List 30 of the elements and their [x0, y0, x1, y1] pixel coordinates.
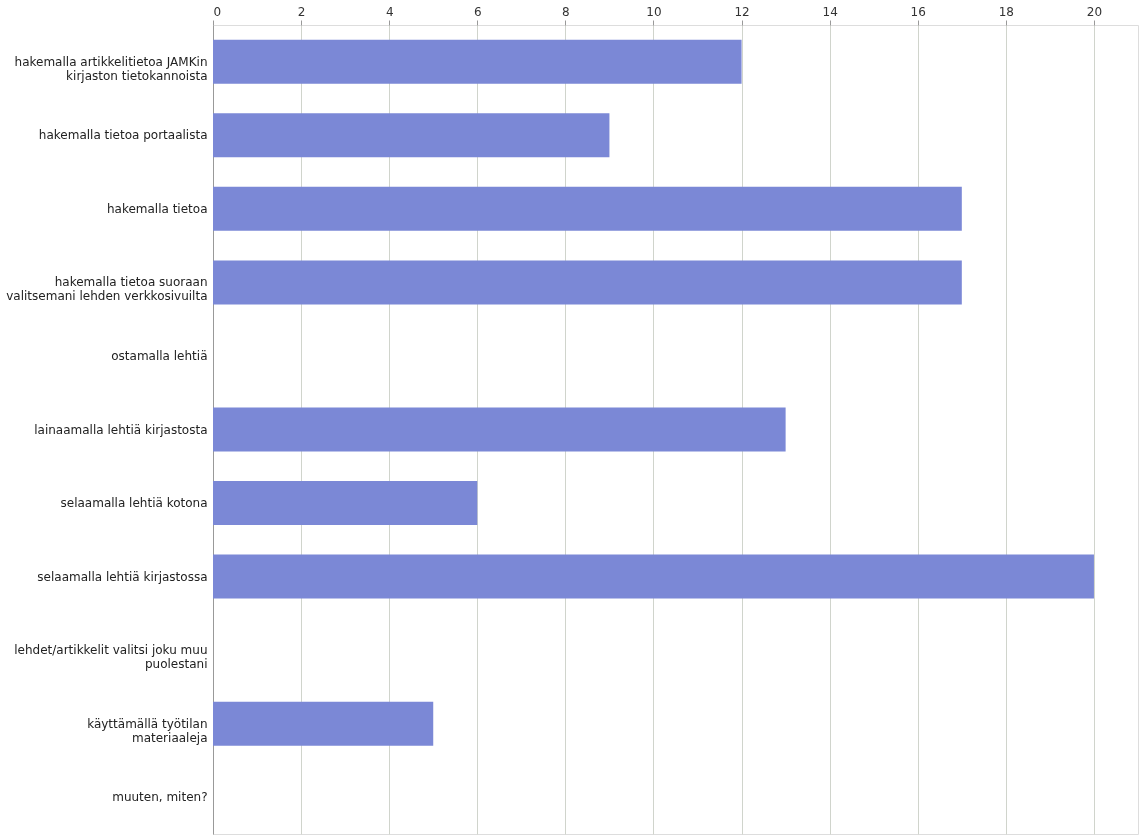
- y-tick-label: hakemalla artikkelitietoa JAMKin kirjaston tietokannoista: [14, 54, 208, 83]
- x-tick-label: 6: [473, 4, 482, 19]
- x-tick-label: 12: [734, 4, 750, 19]
- bar: [213, 554, 1094, 599]
- y-tick-label: muuten, miten?: [112, 790, 208, 805]
- y-tick-label: käyttämällä työtilan materiaaleja: [87, 716, 208, 745]
- y-tick-label: selaamalla lehtiä kirjastossa: [37, 569, 208, 584]
- bar: [213, 701, 434, 746]
- y-tick-label: hakemalla tietoa: [106, 201, 208, 216]
- x-tick-label: 0: [213, 4, 222, 19]
- y-tick-label: selaamalla lehtiä kotona: [60, 496, 208, 511]
- bar: [213, 113, 610, 158]
- y-tick-label: lainaamalla lehtiä kirjastosta: [34, 422, 208, 437]
- x-tick-label: 20: [1086, 4, 1103, 19]
- bar: [213, 481, 478, 526]
- bar: [213, 260, 962, 305]
- bar: [213, 39, 742, 84]
- x-tick-label: 8: [562, 4, 570, 19]
- bar: [213, 407, 786, 452]
- x-tick-label: 2: [297, 4, 306, 19]
- bar: [213, 186, 962, 231]
- x-tick-label: 14: [822, 4, 838, 19]
- y-tick-label: hakemalla tietoa suoraan valitsemani lehden verkkosivuilta: [6, 275, 208, 304]
- x-tick-label: 4: [385, 4, 394, 19]
- x-tick-label: 18: [998, 4, 1014, 19]
- y-tick-label: ostamalla lehtiä: [111, 348, 208, 363]
- x-tick-label: 10: [646, 4, 662, 19]
- y-tick-label: lehdet/artikkelit valitsi joku muu puolestani: [14, 643, 208, 672]
- y-tick-label: hakemalla tietoa portaalista: [38, 128, 208, 143]
- x-tick-label: 16: [910, 4, 926, 19]
